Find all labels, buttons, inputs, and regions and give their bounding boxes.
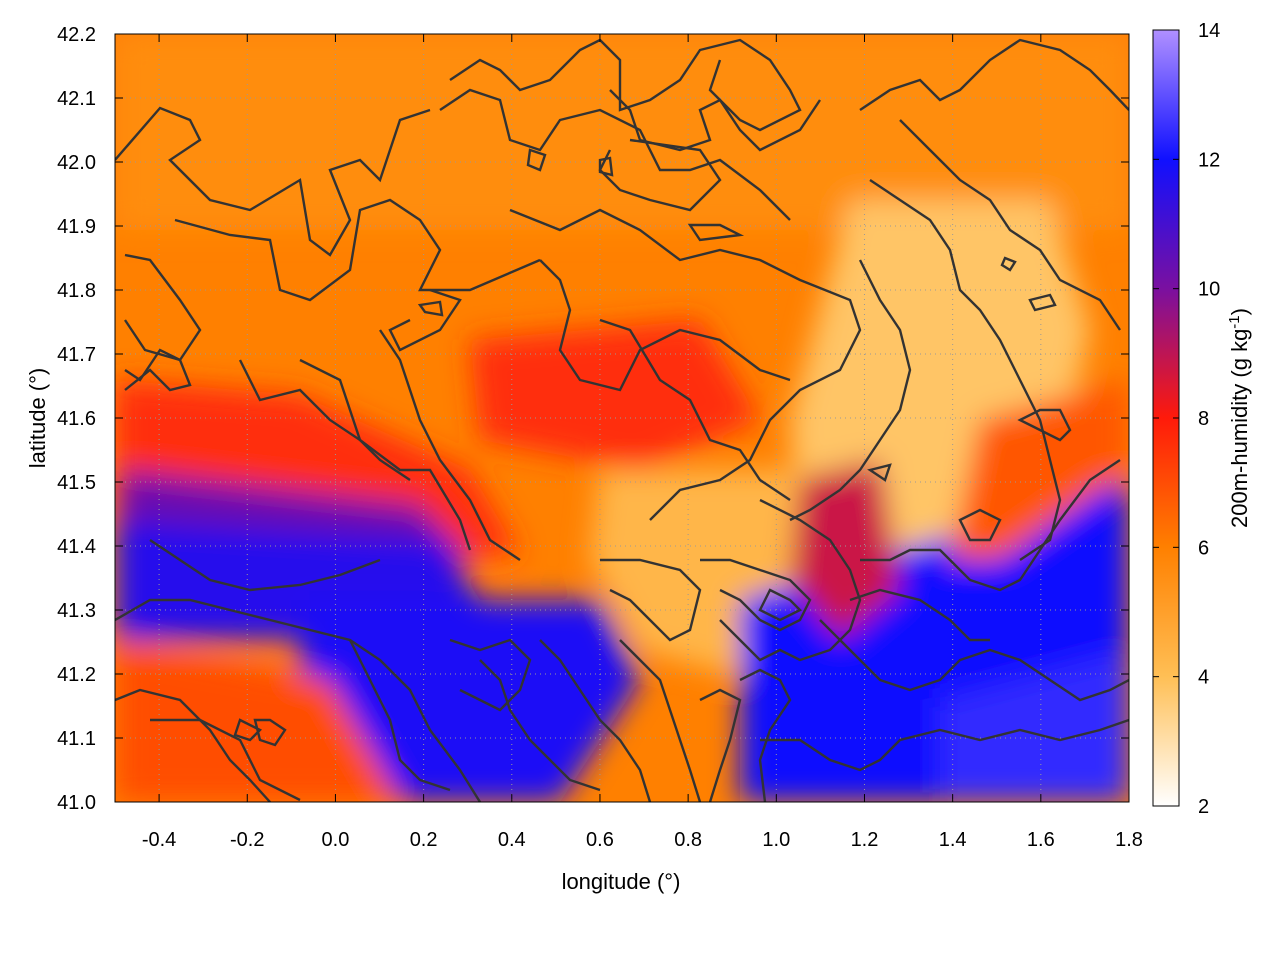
contour-line-31	[449, 638, 532, 712]
contour-line-10	[609, 89, 821, 152]
contour-line-9	[449, 38, 802, 132]
contour-line-38	[849, 588, 990, 642]
x-tick-label: 1.4	[939, 829, 967, 851]
colorbar-label: 200m-humidity (g kg-1)	[1226, 308, 1252, 528]
x-tick-label: 0.8	[674, 829, 702, 851]
x-tick-label: -0.4	[142, 829, 176, 851]
contour-line-46	[687, 223, 745, 242]
y-tick-label: 41.7	[57, 344, 96, 366]
y-tick-label: 42.1	[57, 88, 96, 110]
x-axis-label: longitude (°)	[562, 869, 681, 894]
contour-line-44	[867, 463, 892, 482]
x-tick-label: 1.6	[1027, 829, 1055, 851]
contour-line-23	[860, 459, 1121, 592]
x-tick-label: 0.6	[586, 829, 614, 851]
y-tick-label: 41.0	[57, 792, 96, 814]
contour-line-22	[600, 558, 702, 642]
colorbar: 2 4 6 8 10 12 14 200m-humidity (g kg-1)	[1152, 20, 1252, 818]
heatmap-region-0	[115, 34, 1129, 230]
contour-line-37	[819, 619, 1129, 702]
y-tick-label: 41.8	[57, 280, 96, 302]
contour-line-47	[598, 156, 614, 177]
contour-line-18	[789, 259, 912, 522]
y-axis-label: latitude (°)	[25, 368, 50, 469]
y-tick-label: 41.3	[57, 600, 96, 622]
contour-line-6	[379, 329, 521, 561]
contour-line-16	[899, 119, 1121, 331]
y-tick-label: 41.6	[57, 408, 96, 430]
colorbar-ticks: 2 4 6 8 10 12 14	[1153, 20, 1220, 818]
y-tick-label: 41.5	[57, 472, 96, 494]
x-axis: -0.4 -0.2 0.0 0.2 0.4 0.6 0.8 1.0 1.2 1.4 1.6 1.8	[142, 34, 1143, 851]
grid-layer	[115, 34, 1129, 802]
contour-line-13	[539, 259, 791, 392]
contour-line-24	[149, 539, 381, 592]
x-tick-label: 0.0	[322, 829, 350, 851]
colorbar-tick-label: 4	[1198, 667, 1209, 689]
contour-line-20	[700, 558, 812, 632]
contour-line-43	[1000, 256, 1017, 272]
contour-line-39	[760, 718, 1129, 772]
contour-line-8	[439, 88, 791, 221]
contour-line-3	[124, 319, 192, 392]
colorbar-tick-label: 10	[1198, 279, 1220, 301]
heatmap-region-9	[940, 650, 1129, 802]
y-tick-label: 41.4	[57, 536, 96, 558]
contour-line-34	[619, 639, 702, 802]
x-tick-label: 1.0	[762, 829, 790, 851]
contour-line-25	[115, 598, 482, 802]
colorbar-tick-label: 6	[1198, 537, 1209, 559]
contour-line-7	[388, 288, 462, 352]
contour-line-30	[348, 639, 451, 792]
contour-line-28	[233, 718, 263, 742]
x-tick-label: 0.4	[498, 829, 526, 851]
y-axis: 41.0 41.1 41.2 41.3 41.4 41.5 41.6 41.7 41.8 41.9…	[57, 24, 1129, 814]
contour-line-29	[253, 718, 287, 747]
y-tick-label: 41.2	[57, 664, 96, 686]
colorbar-tick-label: 2	[1198, 796, 1209, 818]
contour-line-17	[869, 179, 1062, 561]
heatmap-region-11	[950, 380, 1129, 560]
contour-line-0	[115, 106, 431, 257]
colorbar-tick-label: 14	[1198, 20, 1220, 42]
x-tick-label: 1.2	[851, 829, 879, 851]
contour-line-5	[299, 358, 472, 551]
contour-line-40	[1017, 408, 1072, 442]
colorbar-tick-label: 12	[1198, 149, 1220, 171]
colorbar-label-superscript: -1	[1226, 315, 1243, 328]
contour-line-32	[479, 659, 601, 792]
y-tick-label: 42.0	[57, 152, 96, 174]
contour-line-27	[150, 718, 301, 802]
plot-area	[115, 34, 1129, 802]
x-tick-label: 1.8	[1115, 829, 1143, 851]
heatmap-region-7	[300, 600, 640, 802]
y-tick-label: 41.9	[57, 216, 96, 238]
colorbar-label-end: )	[1227, 308, 1252, 315]
contour-line-1	[174, 198, 541, 302]
contour-layer	[115, 38, 1129, 802]
colorbar-tick-label: 8	[1198, 408, 1209, 430]
y-tick-label: 42.2	[57, 24, 96, 46]
heatmap-layer	[115, 34, 1129, 802]
contour-line-21	[758, 588, 803, 622]
x-tick-label: -0.2	[230, 829, 264, 851]
contour-line-36	[739, 668, 792, 802]
y-tick-label: 41.1	[57, 728, 96, 750]
contour-line-26	[115, 688, 271, 802]
contour-line-14	[599, 318, 791, 501]
contour-line-33	[539, 639, 652, 802]
x-tick-label: 0.2	[410, 829, 438, 851]
contour-line-42	[1028, 293, 1057, 312]
contour-line-48	[526, 148, 547, 172]
contour-line-35	[699, 688, 742, 802]
heatmap-region-4	[470, 320, 760, 470]
contour-line-15	[859, 38, 1129, 111]
contour-line-12	[509, 208, 862, 521]
contour-line-41	[958, 508, 1002, 542]
contour-line-45	[417, 300, 444, 317]
contour-line-4	[238, 359, 411, 481]
